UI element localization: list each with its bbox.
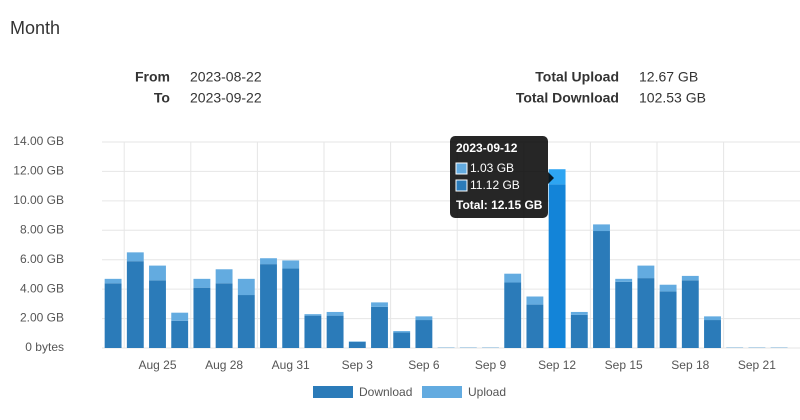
bar-segment (681, 280, 699, 348)
bar-segment (193, 278, 211, 288)
bar-segment (104, 283, 122, 348)
bar-segment (126, 252, 144, 262)
bar-segment (149, 265, 166, 281)
from-label: From (135, 69, 170, 85)
y-tick-label: 2.00 GB (20, 311, 64, 325)
x-tick-label: Sep 9 (475, 358, 507, 372)
upload-value: 12.67 GB (639, 69, 698, 85)
x-tick-label: Sep 21 (738, 358, 776, 372)
to-value: 2023-09-22 (190, 90, 262, 106)
bar-segment (593, 224, 610, 232)
x-tick-label: Sep 6 (408, 358, 440, 372)
section-title: Month (10, 18, 60, 38)
bar-segment (149, 280, 166, 348)
x-tick-label: Aug 25 (138, 358, 176, 372)
bar-segment (637, 278, 655, 348)
y-tick-label: 6.00 GB (20, 252, 64, 266)
x-tick-label: Sep 18 (671, 358, 709, 372)
bar-segment (371, 302, 388, 307)
legend-label: Download (359, 385, 412, 399)
legend-swatch (422, 386, 462, 398)
bar-segment (526, 296, 544, 305)
tooltip-upload: 1.03 GB (470, 161, 514, 175)
bar-segment (637, 265, 655, 279)
bar-segment (237, 278, 255, 296)
bar-segment (504, 273, 522, 283)
bar-segment (260, 258, 277, 265)
tooltip-title: 2023-09-12 (456, 141, 518, 155)
bar-segment (304, 314, 322, 316)
bar-segment (615, 278, 633, 282)
bar-segment (393, 331, 411, 333)
bar-segment (171, 312, 189, 321)
y-tick-label: 12.00 GB (13, 164, 64, 178)
tooltip: 2023-09-12 1.03 GB 11.12 GB Total: 12.15 GB (450, 136, 554, 218)
bar-segment (326, 311, 344, 316)
x-tick-label: Aug 31 (272, 358, 310, 372)
bar-segment (282, 260, 300, 269)
bar-segment (215, 283, 233, 348)
legend-label: Upload (468, 385, 506, 399)
bar-segment (548, 169, 566, 185)
to-label: To (154, 90, 170, 106)
upload-label: Total Upload (535, 69, 619, 85)
bar-segment (415, 320, 433, 348)
y-tick-label: 8.00 GB (20, 222, 64, 236)
bar-segment (415, 316, 433, 321)
tooltip-arrow (548, 172, 554, 184)
bar-segment (171, 320, 189, 348)
bar-segment (593, 231, 610, 348)
bar-segment (681, 275, 699, 281)
x-tick-label: Sep 12 (538, 358, 576, 372)
tooltip-swatch (455, 162, 468, 175)
y-tick-label: 4.00 GB (20, 281, 64, 295)
bar-segment (570, 311, 588, 315)
tooltip-swatch (455, 179, 468, 192)
bar-segment (104, 278, 122, 284)
bar-segment (570, 314, 588, 348)
bar-segment (215, 269, 233, 284)
y-tick-label: 10.00 GB (13, 193, 64, 207)
bar-segment (659, 284, 677, 292)
bar-segment (659, 291, 677, 348)
y-tick-label: 0 bytes (25, 340, 64, 354)
x-tick-label: Sep 15 (605, 358, 643, 372)
bar-segment (704, 320, 721, 348)
bar-segment (526, 304, 544, 348)
bar-segment (615, 281, 633, 348)
bar-segment (348, 341, 366, 348)
tooltip-box (450, 136, 548, 218)
bar-segment (504, 282, 522, 348)
bar-segment (126, 261, 144, 348)
bar-segment (282, 268, 300, 348)
bar-segment (548, 184, 566, 348)
legend-swatch (313, 386, 353, 398)
x-tick-label: Aug 28 (205, 358, 243, 372)
tooltip-total: Total: 12.15 GB (456, 198, 543, 212)
download-value: 102.53 GB (639, 90, 706, 106)
y-tick-label: 14.00 GB (13, 134, 64, 148)
bar-segment (304, 315, 322, 348)
bar-segment (260, 264, 277, 348)
bar-segment (237, 295, 255, 348)
bar-segment (393, 332, 411, 348)
x-tick-label: Sep 3 (342, 358, 374, 372)
bar-segment (704, 316, 721, 321)
bar-segment (371, 306, 388, 348)
download-label: Total Download (516, 90, 619, 106)
bar-segment (326, 315, 344, 348)
tooltip-download: 11.12 GB (470, 178, 520, 192)
from-value: 2023-08-22 (190, 69, 262, 85)
bar-segment (193, 287, 211, 348)
